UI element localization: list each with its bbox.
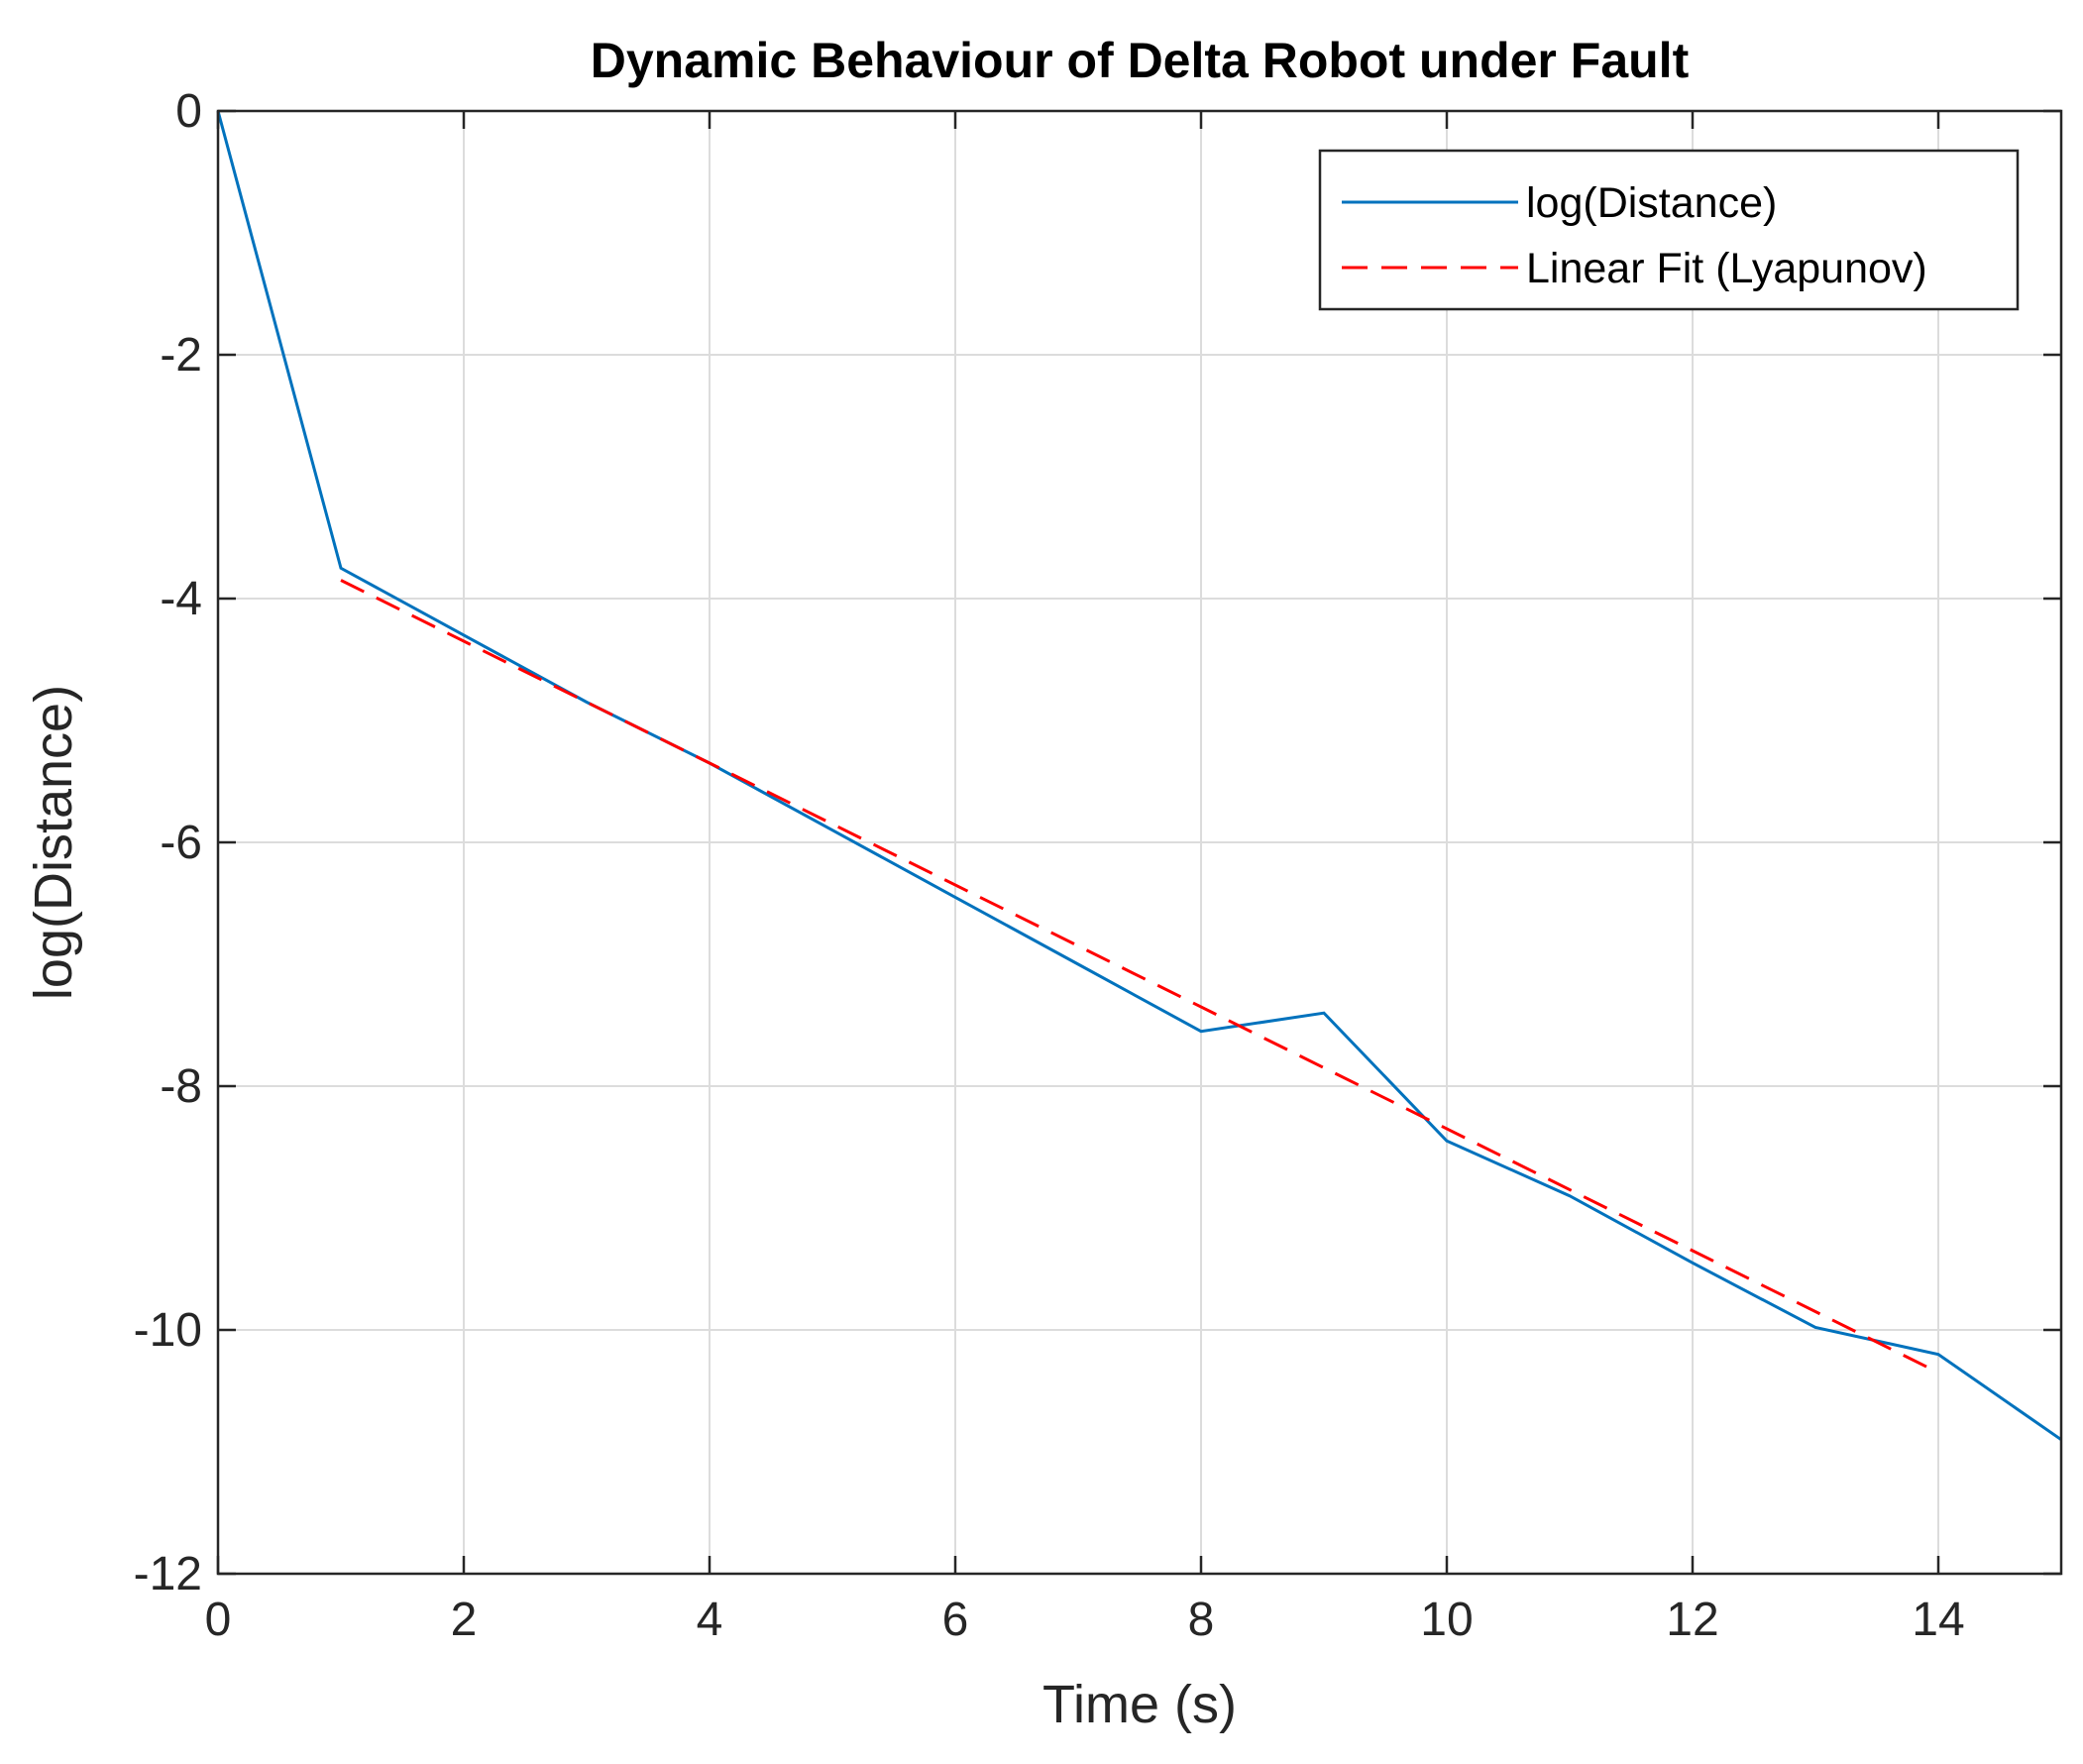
x-tick-label: 6: [942, 1594, 969, 1646]
x-tick-label: 2: [451, 1594, 478, 1646]
x-tick-label: 10: [1420, 1594, 1473, 1646]
y-tick-label: -4: [160, 573, 202, 625]
log-distance-line: [216, 110, 2062, 1441]
x-axis-label: Time (s): [1042, 1675, 1237, 1734]
series-layer: [216, 110, 2062, 1441]
y-tick-label: -12: [134, 1548, 202, 1600]
legend-label: Linear Fit (Lyapunov): [1526, 245, 1927, 292]
grid-lines: [218, 111, 2061, 1574]
y-tick-label: -2: [160, 329, 202, 382]
y-tick-label: 0: [175, 85, 202, 138]
x-tick-label: 12: [1666, 1594, 1718, 1646]
y-axis-label: log(Distance): [24, 685, 83, 1000]
legend: log(Distance) Linear Fit (Lyapunov): [1318, 149, 2020, 311]
ticks: 0 2 4 6 8 10 12 14 0 -2 -4 -6 -8 -10 -12: [134, 85, 2061, 1646]
linear-fit-line: [340, 579, 1939, 1375]
y-tick-label: -6: [160, 817, 202, 869]
x-tick-label: 14: [1912, 1594, 1964, 1646]
y-tick-label: -8: [160, 1060, 202, 1113]
x-tick-label: 0: [205, 1594, 232, 1646]
chart-title: Dynamic Behaviour of Delta Robot under F…: [591, 33, 1690, 88]
legend-box: [1318, 149, 2020, 311]
legend-label: log(Distance): [1526, 179, 1777, 227]
y-tick-label: -10: [134, 1304, 202, 1357]
x-tick-label: 8: [1188, 1594, 1215, 1646]
x-tick-label: 4: [697, 1594, 723, 1646]
